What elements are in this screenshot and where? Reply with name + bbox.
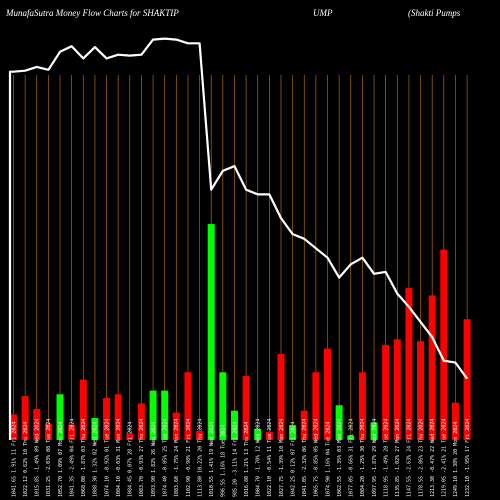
money-flow-bar: [79, 379, 87, 440]
money-flow-bar: [463, 319, 471, 440]
money-flow-bar: [393, 339, 401, 440]
money-flow-bar: [451, 402, 459, 440]
x-tick-label: 1074.40 -0.85% 25 Tue 2024: [162, 419, 168, 497]
x-tick-label: 1004.70 -1.70% 12 Wed 2024: [256, 419, 262, 497]
x-tick-label: 1065.75 -0.85% 05 Wed 2024: [314, 419, 320, 497]
x-tick-label: 1022.12 0.62% 10 Thu 2024: [23, 422, 29, 497]
x-tick-label: 1077.05 -0.66% 31 Fri 2024: [349, 419, 355, 497]
x-tick-label: 1102.90 -0.98% 21 Fri 2024: [186, 419, 192, 497]
x-tick-label: 1083.60 -1.75% 24 Mon 2024: [174, 419, 180, 497]
money-flow-bar: [33, 408, 41, 440]
money-flow-bar: [382, 344, 390, 440]
money-flow-bar: [265, 431, 273, 440]
x-tick-label: 1052.70 1.09% 07 Mon 2024: [58, 422, 64, 497]
x-tick-label: 1027.75 -1.39% 10 Mon 2024: [279, 419, 285, 497]
money-flow-bar: [335, 405, 343, 440]
x-tick-label: 1084.10 -0.03% 31 Mon 2024: [116, 419, 122, 497]
chart-title-part-1: MunafaSutra Money Flow Charts for SHAKTI…: [5, 8, 179, 18]
money-flow-bar: [149, 390, 157, 440]
x-tick-label: 1041.05 -2.32% 06 Thu 2024: [302, 419, 308, 497]
x-tick-label: 1084.45 0.07% 28 Fri 2024: [128, 422, 134, 497]
x-tick-label: 1219.05 -2.41% 21 Tue 2024: [442, 419, 448, 497]
money-flow-bar: [312, 372, 320, 440]
money-flow-bar: [347, 435, 355, 440]
x-tick-labels: 1041.65 1.91% 11 Fri 2024 1022.12 0.62% 1…: [11, 419, 471, 497]
money-flow-bar: [207, 224, 215, 440]
x-tick-label: 1068.00 -1.87% 03 Thu 2024: [81, 419, 87, 497]
money-flow-bar: [91, 418, 99, 440]
x-tick-label: 1042.25 0.12% 07 Fri 2024: [290, 422, 296, 497]
x-tick-label: 1041.65 1.91% 11 Fri 2024: [11, 422, 17, 497]
money-flow-bar: [184, 372, 192, 440]
money-flow-bar: [68, 424, 76, 440]
x-tick-label: 1249.10 1.38% 20 Mon 2024: [453, 422, 459, 497]
chart-title-part-3: (Shakti Pumps: [408, 8, 461, 18]
money-flow-bars: [10, 224, 471, 440]
x-tick-label: 1113.80 10.22% 20 Thu 2024: [197, 419, 203, 497]
money-flow-bar: [440, 249, 448, 440]
price-line: [8, 37, 468, 440]
money-flow-bar: [21, 396, 29, 440]
x-tick-label: 1041.35 -2.49% 04 Fri 2024: [69, 419, 75, 497]
x-tick-label: 1093.90 1.82% 26 Wed 2024: [151, 422, 157, 497]
x-tick-label: 1147.55 -2.63% 24 Fri 2024: [407, 419, 413, 497]
money-flow-bar: [114, 394, 122, 440]
money-flow-bar: [126, 433, 134, 440]
x-tick-label: 1074.90 1.16% 04 Tue 2024: [325, 422, 331, 497]
money-flow-bar: [172, 412, 180, 440]
x-tick-label: 1016.80 1.21% 13 Thu 2024: [244, 422, 250, 497]
x-tick-label: 1213.30 -0.47% 22 Wed 2024: [430, 419, 436, 497]
money-flow-bar: [289, 425, 297, 440]
money-flow-bar: [358, 372, 366, 440]
x-tick-label: 1074.10 -0.92% 01 Tue 2024: [104, 419, 110, 497]
money-flow-bar: [103, 397, 111, 440]
money-flow-bar: [324, 348, 332, 440]
money-flow-bar: [196, 430, 204, 440]
money-flow-bar: [370, 422, 378, 440]
money-flow-bar: [254, 429, 262, 440]
money-flow-bar: [277, 353, 285, 440]
x-tick-label: 1088.30 1.32% 02 Wed 2024: [93, 422, 99, 497]
x-tick-label: 1015.85 -1.49% 09 Wed 2024: [35, 419, 41, 497]
x-tick-label: 996.55 1.16% 18 Tue 2024: [221, 425, 227, 497]
money-flow-bar: [219, 372, 227, 440]
x-tick-label: 1232.10 -1.95% 17 Fri 2024: [465, 419, 471, 497]
money-flow-bar: [44, 423, 52, 440]
x-tick-label: 1118.95 -1.49% 28 Tue 2024: [383, 419, 389, 497]
x-tick-label: 1084.20 -1.25% 30 Thu 2024: [360, 419, 366, 497]
x-tick-label: 1022.10 -0.54% 11 Tue 2024: [267, 419, 273, 497]
money-flow-bar: [300, 410, 308, 440]
x-tick-label: 985.20 -3.11% 14 Fri 2024: [232, 422, 238, 497]
money-flow-bar: [428, 295, 436, 440]
chart-title-part-2: UMP: [313, 8, 333, 18]
x-tick-label: 1097.95 -1.87% 29 Wed 2024: [372, 419, 378, 497]
money-flow-bar: [137, 403, 145, 440]
x-tick-label: 1062.55 -1.35% 03 Mon 2024: [337, 419, 343, 497]
x-tick-label: 1135.85 -1.02% 27 Mon 2024: [395, 419, 401, 497]
money-flow-bar: [161, 390, 169, 440]
x-tick-label: 1031.25 -2.03% 08 Tue 2024: [46, 419, 52, 497]
money-flow-bar: [242, 375, 250, 440]
money-flow-bar: [405, 288, 413, 440]
x-tick-label: 1178.55 -2.86% 23 Thu 2024: [418, 419, 424, 497]
money-flow-bar: [10, 414, 17, 440]
money-flow-bar: [230, 410, 238, 440]
money-flow-bar: [417, 341, 425, 440]
x-tick-label: 1083.70 -0.93% 27 Thu 2024: [139, 419, 145, 497]
money-flow-bar: [56, 394, 64, 440]
x-tick-label: 1010.55 1.41% 19 Wed 2024: [209, 422, 215, 497]
